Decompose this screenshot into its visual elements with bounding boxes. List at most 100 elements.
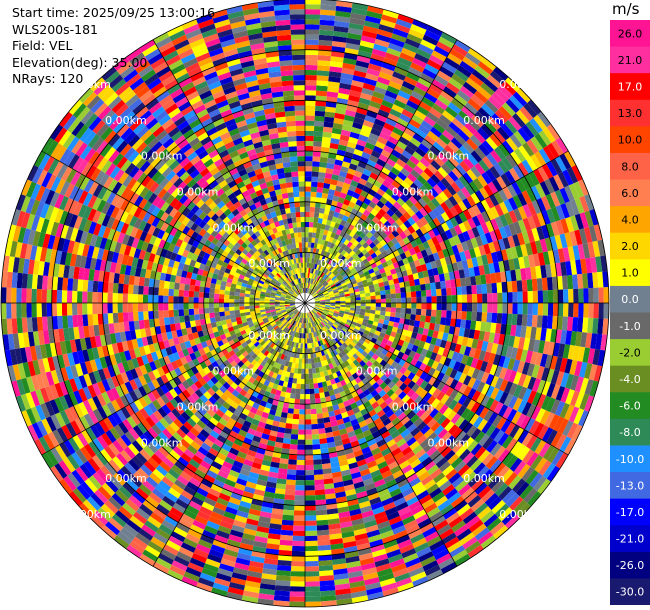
velocity-cell [305, 378, 310, 385]
velocity-cell [557, 171, 569, 188]
velocity-cell [458, 269, 466, 279]
velocity-cell [338, 375, 345, 382]
velocity-cell [280, 412, 288, 419]
velocity-cell [328, 292, 334, 296]
velocity-cell [293, 515, 305, 521]
velocity-cell [473, 246, 482, 258]
velocity-cell [334, 280, 341, 286]
velocity-cell [353, 117, 365, 125]
velocity-cell [392, 525, 406, 535]
velocity-cell [565, 330, 573, 345]
velocity-cell [319, 297, 325, 300]
velocity-cell [549, 236, 558, 251]
velocity-cell [520, 176, 531, 191]
velocity-cell [323, 121, 334, 128]
velocity-cell [448, 156, 460, 168]
velocity-cell [362, 572, 379, 581]
velocity-cell [483, 78, 499, 93]
velocity-cell [240, 537, 255, 546]
velocity-cell [338, 247, 344, 254]
velocity-cell [323, 293, 330, 297]
velocity-cell [573, 288, 579, 303]
velocity-cell [385, 175, 395, 185]
velocity-cell [522, 291, 528, 303]
velocity-cell [337, 386, 345, 393]
velocity-cell [302, 318, 305, 324]
velocity-cell [313, 242, 318, 249]
velocity-cell [305, 449, 313, 455]
velocity-cell [335, 154, 345, 162]
velocity-cell [530, 437, 542, 452]
velocity-cell [393, 434, 404, 444]
velocity-cell [285, 392, 291, 399]
velocity-cell [483, 513, 499, 528]
velocity-cell [493, 429, 505, 443]
velocity-cell [368, 132, 380, 141]
velocity-cell [421, 401, 431, 412]
velocity-cell [351, 269, 358, 276]
velocity-cell [419, 438, 431, 449]
velocity-cell [502, 356, 511, 369]
velocity-cell [314, 393, 321, 399]
velocity-cell [336, 180, 345, 188]
velocity-cell [336, 284, 342, 289]
velocity-cell [589, 209, 599, 226]
velocity-cell [308, 262, 312, 268]
velocity-cell [330, 303, 336, 305]
velocity-cell [408, 528, 423, 540]
velocity-cell [421, 498, 435, 510]
velocity-cell [494, 109, 509, 124]
velocity-cell [315, 248, 320, 255]
velocity-cell [270, 518, 283, 525]
velocity-cell [406, 71, 420, 82]
velocity-cell [486, 253, 494, 264]
velocity-cell [507, 358, 516, 371]
velocity-cell [305, 262, 308, 268]
velocity-cell [326, 315, 332, 320]
velocity-cell [345, 300, 351, 303]
velocity-cell [331, 399, 338, 406]
velocity-cell [314, 307, 319, 310]
velocity-cell [497, 448, 510, 463]
velocity-cell [302, 338, 305, 344]
velocity-cell [437, 152, 449, 164]
velocity-cell [526, 229, 535, 243]
velocity-cell [547, 303, 554, 316]
velocity-cell [293, 373, 298, 379]
velocity-cell [367, 176, 376, 185]
velocity-cell [335, 413, 343, 421]
velocity-cell [301, 333, 304, 339]
velocity-cell [305, 389, 310, 395]
velocity-cell [355, 356, 363, 364]
velocity-cell [481, 489, 495, 503]
velocity-cell [372, 382, 380, 390]
velocity-cell [280, 353, 285, 360]
velocity-cell [467, 377, 477, 389]
velocity-cell [484, 196, 495, 209]
velocity-cell [515, 178, 527, 193]
velocity-cell [196, 582, 213, 593]
velocity-cell [305, 505, 316, 511]
velocity-cell [387, 136, 399, 145]
velocity-cell [405, 355, 414, 364]
velocity-cell [332, 244, 338, 251]
velocity-cell [463, 209, 472, 221]
velocity-cell [469, 413, 480, 426]
velocity-cell [539, 181, 551, 196]
velocity-cell [334, 320, 341, 326]
velocity-cell [477, 86, 492, 100]
velocity-cell [570, 215, 580, 231]
velocity-cell [332, 35, 347, 43]
velocity-cell [333, 330, 339, 336]
velocity-cell [276, 363, 282, 370]
velocity-cell [508, 210, 518, 224]
velocity-cell [325, 493, 336, 500]
velocity-cell [375, 291, 381, 296]
velocity-cell [466, 285, 472, 295]
velocity-cell [223, 511, 237, 520]
velocity-cell [555, 452, 569, 469]
velocity-cell [350, 333, 356, 339]
velocity-cell [448, 472, 461, 485]
velocity-cell [246, 518, 259, 526]
velocity-cell [367, 421, 376, 430]
